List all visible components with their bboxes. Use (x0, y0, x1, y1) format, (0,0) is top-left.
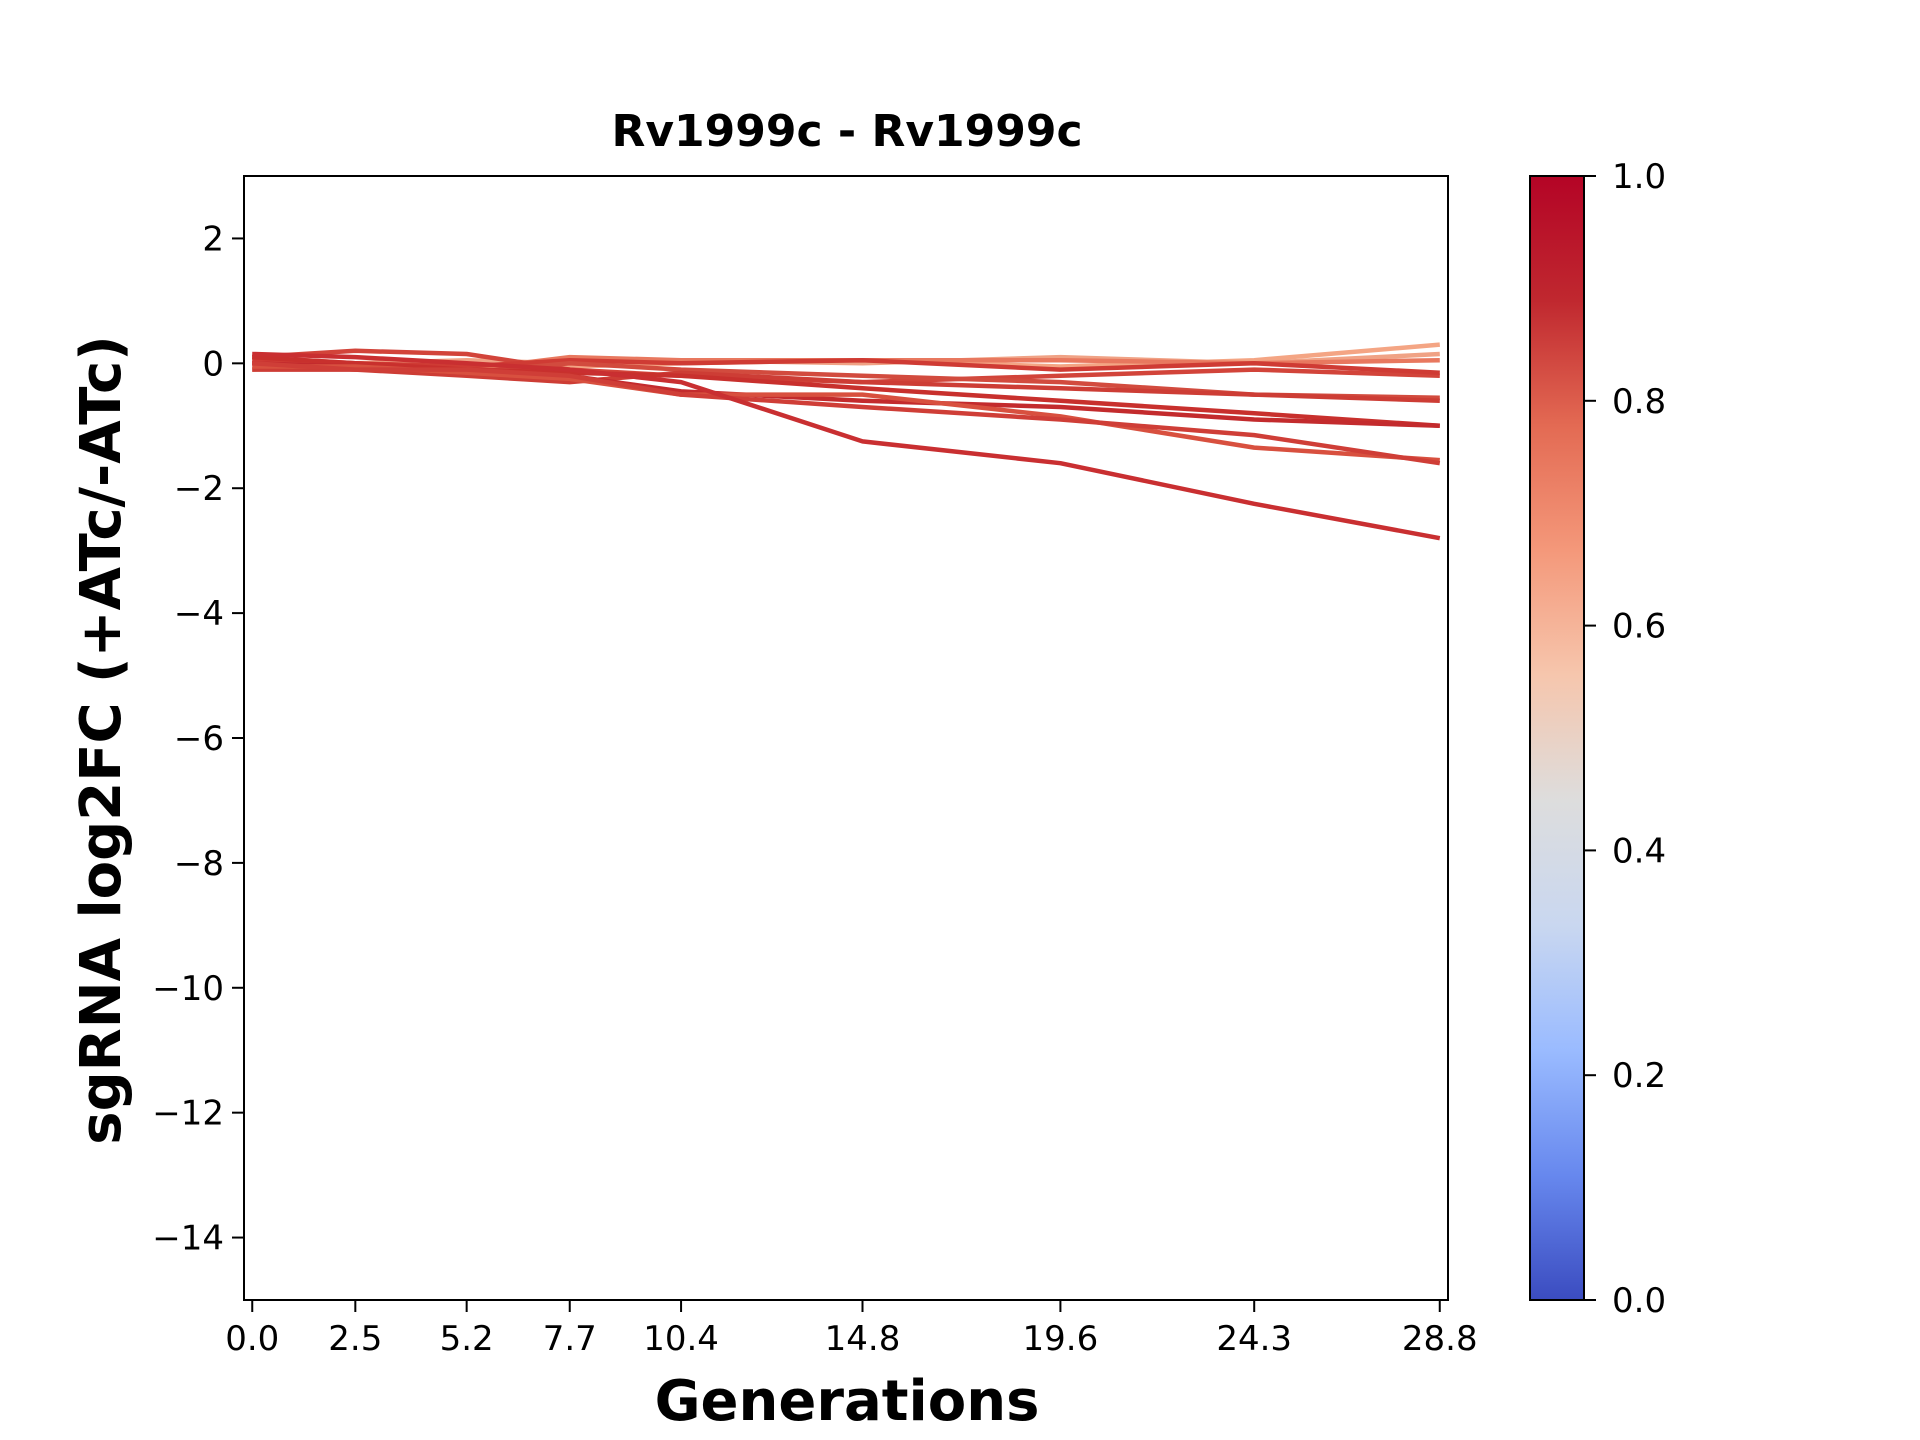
x-tick-label: 28.8 (1402, 1319, 1478, 1359)
colorbar-tick-label: 0.2 (1612, 1056, 1666, 1096)
y-tick-label: −14 (152, 1219, 224, 1259)
y-tick-label: −2 (174, 469, 224, 509)
y-tick-label: −12 (152, 1094, 224, 1134)
y-tick-label: −4 (174, 594, 224, 634)
x-tick-label: 24.3 (1216, 1319, 1292, 1359)
series-line-8 (252, 354, 1440, 429)
x-tick-label: 5.2 (440, 1319, 494, 1359)
x-tick-label: 14.8 (825, 1319, 901, 1359)
colorbar-gradient (1529, 175, 1585, 1301)
y-axis-label: sgRNA log2FC (+ATc/-ATc) (69, 335, 134, 1145)
y-tick-label: −8 (174, 844, 224, 884)
plot-area: 0.0 2.5 5.2 7.7 10.4 14.8 19.6 24.3 28.8 2 0 −2 −4 −6… (152, 175, 1478, 1359)
y-tick-label: −10 (152, 969, 224, 1009)
colorbar-tick-label: 0.8 (1612, 382, 1666, 422)
y-tick-label: 2 (202, 219, 224, 259)
plot-frame (243, 175, 1449, 1301)
colorbar-tick-label: 0.0 (1612, 1281, 1666, 1321)
x-tick-label: 0.0 (225, 1319, 279, 1359)
x-axis-label: Generations (655, 1369, 1040, 1434)
x-tick-label: 19.6 (1023, 1319, 1099, 1359)
y-tick-label: 0 (202, 344, 224, 384)
x-tick-label: 2.5 (328, 1319, 382, 1359)
x-tick-label: 10.4 (643, 1319, 719, 1359)
y-tick-label: −6 (174, 719, 224, 759)
series-line-12 (252, 351, 1441, 541)
series-line-11 (252, 361, 1441, 466)
colorbar: 1.0 0.8 0.6 0.4 0.2 0.0 (1529, 157, 1666, 1321)
colorbar-tick-label: 0.4 (1612, 831, 1666, 871)
chart-title: Rv1999c - Rv1999c (611, 106, 1082, 157)
colorbar-tick-label: 1.0 (1612, 157, 1666, 197)
x-tick-label: 7.7 (543, 1319, 597, 1359)
colorbar-tick-label: 0.6 (1612, 607, 1666, 647)
